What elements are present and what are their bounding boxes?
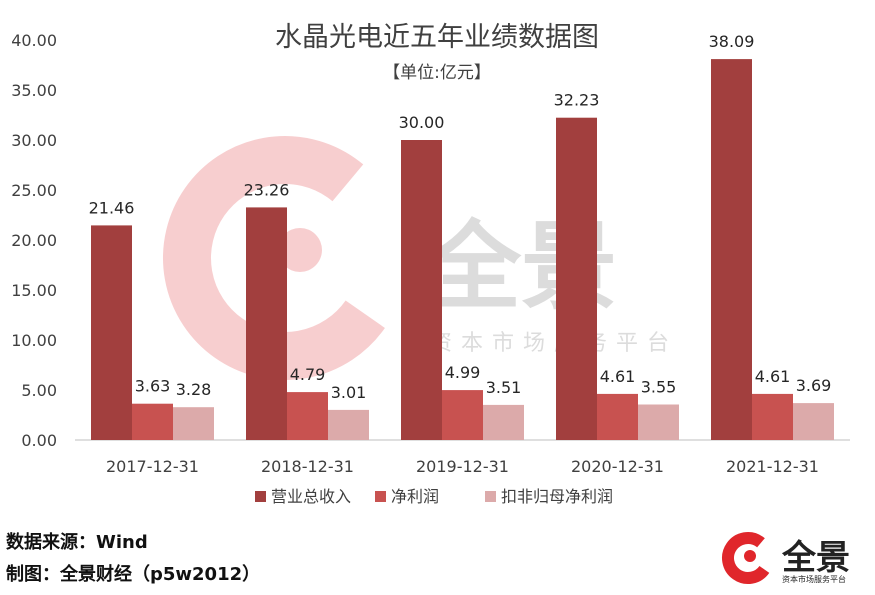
bar	[711, 59, 752, 440]
data-label: 21.46	[89, 198, 135, 217]
chart-subtitle: 【单位:亿元】	[383, 63, 491, 83]
y-tick-label: 0.00	[21, 431, 57, 450]
data-label: 3.63	[135, 377, 171, 396]
bar	[173, 407, 214, 440]
legend-label: 净利润	[391, 487, 439, 506]
data-label: 4.61	[600, 367, 636, 386]
bar	[246, 207, 287, 440]
data-label: 23.26	[244, 180, 290, 199]
bar	[287, 392, 328, 440]
x-axis: 2017-12-31 2018-12-31 2019-12-31 2020-12-31…	[106, 457, 819, 476]
data-label: 3.28	[176, 380, 212, 399]
x-tick-label: 2019-12-31	[416, 457, 509, 476]
watermark-logo-dot	[278, 228, 322, 272]
x-tick-label: 2017-12-31	[106, 457, 199, 476]
chart-title: 水晶光电近五年业绩数据图	[275, 22, 599, 53]
data-label: 30.00	[399, 113, 445, 132]
bar	[638, 404, 679, 440]
bar	[793, 403, 834, 440]
y-tick-label: 25.00	[11, 181, 57, 200]
brand-logo-tagline: 资本市场服务平台	[782, 575, 846, 584]
bar	[556, 117, 597, 440]
bars	[91, 59, 834, 440]
data-label: 38.09	[709, 32, 755, 51]
y-tick-label: 5.00	[21, 381, 57, 400]
footer-maker: 制图：全景财经（p5w2012）	[6, 564, 261, 585]
data-label: 3.55	[641, 378, 677, 397]
bar	[752, 393, 793, 440]
legend-swatch	[255, 491, 266, 502]
bar	[328, 409, 369, 440]
data-label: 3.51	[486, 378, 522, 397]
bar	[442, 390, 483, 440]
y-axis: 0.00 5.00 10.00 15.00 20.00 25.00 30.00 35.00 40…	[11, 31, 57, 450]
legend-swatch	[375, 491, 386, 502]
bar	[597, 393, 638, 440]
legend-swatch	[485, 491, 496, 502]
x-tick-label: 2020-12-31	[571, 457, 664, 476]
legend-label: 营业总收入	[271, 487, 351, 506]
data-label: 3.69	[796, 376, 832, 395]
x-tick-label: 2018-12-31	[261, 457, 354, 476]
brand-logo-name: 全景	[782, 538, 850, 578]
data-label: 3.01	[331, 383, 367, 402]
bar	[483, 404, 524, 440]
data-label: 4.99	[445, 363, 481, 382]
y-tick-label: 30.00	[11, 131, 57, 150]
x-tick-label: 2021-12-31	[726, 457, 819, 476]
watermark-logo-ring	[163, 136, 407, 380]
chart: 全景 资本市场服务平台 水晶光电近五年业绩数据图 【单位:亿元】 0.005.0…	[11, 22, 850, 506]
data-label: 32.23	[554, 91, 600, 110]
value-labels: 21.46 3.63 3.28 23.26 4.79 3.01 30.00 4.99 3.51 3…	[89, 32, 832, 402]
bar	[401, 140, 442, 440]
brand-logo-icon	[722, 532, 774, 584]
y-tick-label: 15.00	[11, 281, 57, 300]
data-label: 4.79	[290, 365, 326, 384]
brand-logo: 全景 资本市场服务平台	[718, 528, 868, 590]
y-tick-label: 20.00	[11, 231, 57, 250]
footer-source: 数据来源：Wind	[6, 532, 148, 553]
data-label: 4.61	[755, 367, 791, 386]
bar	[91, 225, 132, 440]
y-tick-label: 10.00	[11, 331, 57, 350]
watermark-tagline: 资本市场服务平台	[430, 331, 678, 356]
y-tick-label: 35.00	[11, 81, 57, 100]
y-tick-label: 40.00	[11, 31, 57, 50]
legend: 营业总收入 净利润 扣非归母净利润	[255, 487, 613, 506]
bar	[132, 403, 173, 440]
legend-label: 扣非归母净利润	[501, 487, 613, 506]
